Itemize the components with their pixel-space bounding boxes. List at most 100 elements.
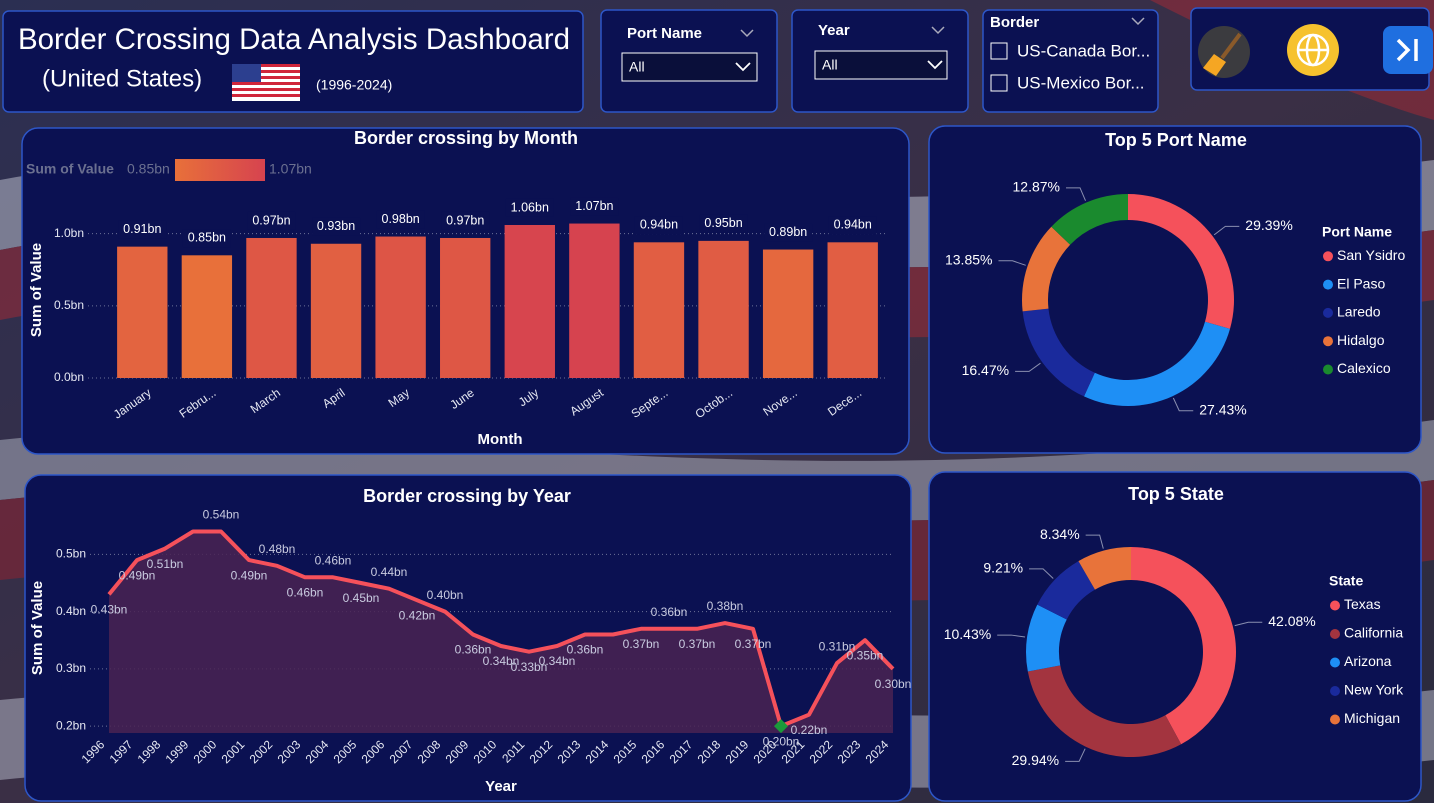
value-label: 0.48bn <box>259 542 296 556</box>
legend-label: San Ysidro <box>1337 247 1405 263</box>
donut-segment <box>1026 604 1067 672</box>
checkbox[interactable] <box>990 42 1008 60</box>
leader-line <box>1172 397 1194 412</box>
legend-swatch <box>1330 714 1340 725</box>
chevron <box>1131 17 1145 26</box>
y-tick-label: 0.0bn <box>54 370 84 384</box>
bar <box>762 249 814 378</box>
year-slicer[interactable]: Year All <box>791 9 969 113</box>
bar <box>181 255 233 378</box>
value-label: 0.95bn <box>704 216 742 230</box>
y-tick-label: 0.3bn <box>56 661 86 675</box>
area <box>109 531 893 733</box>
navigate-button[interactable] <box>1383 26 1433 74</box>
legend-label: Hidalgo <box>1337 332 1385 348</box>
value-label-box <box>570 197 619 216</box>
donut-segment <box>1083 321 1230 406</box>
chart-title: Border crossing by Month <box>354 128 578 148</box>
value-label: 0.36bn <box>455 643 492 657</box>
value-label: 0.36bn <box>651 605 688 619</box>
value-label: 0.37bn <box>735 637 772 651</box>
dropdown[interactable] <box>814 50 948 80</box>
donut-segment <box>1037 561 1095 620</box>
value-label: 0.46bn <box>287 585 324 599</box>
value-label-box <box>441 211 490 230</box>
donut-segment <box>1022 308 1095 397</box>
value-label: 0.94bn <box>834 218 872 232</box>
value-label: 1.07bn <box>575 199 613 213</box>
value-label: 0.44bn <box>371 565 408 579</box>
leader-line <box>998 260 1026 266</box>
data-label: 29.39% <box>1245 217 1292 233</box>
chart-title: Top 5 State <box>1128 484 1224 504</box>
value-label-box <box>118 220 167 239</box>
legend-swatch <box>1323 279 1333 290</box>
value-label: 0.97bn <box>252 213 290 227</box>
donut-segment <box>1027 665 1182 758</box>
x-axis-title: Month <box>478 431 523 448</box>
value-label: 0.51bn <box>147 557 184 571</box>
value-label: 0.30bn <box>875 677 912 691</box>
legend-swatch <box>1323 251 1333 262</box>
value-label: 1.06bn <box>511 200 549 214</box>
value-label-box <box>764 223 813 242</box>
legend-gradient <box>175 159 265 181</box>
legend-max: 1.07bn <box>269 161 312 177</box>
leader-line <box>1213 225 1240 236</box>
value-label: 0.37bn <box>623 637 660 651</box>
value-label-box <box>634 216 683 235</box>
chevron <box>735 62 751 72</box>
data-label: 12.87% <box>1013 179 1060 195</box>
slicer-title: Port Name <box>627 25 702 42</box>
period-label: (1996-2024) <box>316 77 392 93</box>
bar <box>827 242 878 378</box>
value-label-box <box>312 217 361 236</box>
value-label: 0.35bn <box>847 648 884 662</box>
legend-label: California <box>1344 625 1403 641</box>
legend-label: Arizona <box>1344 653 1392 669</box>
chevron <box>740 29 754 38</box>
chart-title: Top 5 Port Name <box>1105 130 1247 150</box>
value-label: 0.45bn <box>343 591 380 605</box>
min-marker <box>774 719 788 734</box>
legend-title: Sum of Value <box>26 161 114 177</box>
data-label: 29.94% <box>1012 752 1059 768</box>
bar <box>375 236 426 378</box>
value-label: 0.33bn <box>511 660 548 674</box>
data-label: 42.08% <box>1268 613 1315 629</box>
donut-segment <box>1022 226 1071 312</box>
value-label: 0.98bn <box>382 212 420 226</box>
donut-segment <box>1078 547 1131 590</box>
clear-filters-button[interactable] <box>1198 26 1250 78</box>
dropdown[interactable] <box>621 52 758 82</box>
leader-line <box>1066 187 1086 201</box>
leader-line <box>1234 621 1263 627</box>
donut-segment <box>1131 547 1237 745</box>
header-panel <box>2 10 584 113</box>
legend-title: Port Name <box>1322 224 1392 240</box>
checkbox[interactable] <box>990 74 1008 92</box>
web-button[interactable] <box>1287 24 1339 76</box>
donut-segment <box>1128 194 1234 329</box>
data-label: 9.21% <box>983 560 1023 576</box>
y-tick-label: 0.2bn <box>56 718 86 732</box>
border-slicer[interactable]: Border US-Canada Bor... US-Mexico Bor... <box>982 9 1159 113</box>
option-label[interactable]: US-Canada Bor... <box>1017 41 1150 60</box>
option-label[interactable]: US-Mexico Bor... <box>1017 73 1145 92</box>
leader-line <box>1085 534 1104 549</box>
value-label-box <box>828 216 877 235</box>
value-label-box <box>376 210 425 229</box>
y-axis-title: Sum of Value <box>28 243 45 337</box>
value-label: 0.34bn <box>539 654 576 668</box>
value-label: 0.22bn <box>791 723 828 737</box>
value-label: 0.34bn <box>483 654 520 668</box>
value-label: 0.37bn <box>679 637 716 651</box>
port-name-slicer[interactable]: Port Name All <box>600 9 778 113</box>
value-label: 0.94bn <box>640 218 678 232</box>
bar <box>440 237 491 378</box>
value-label: 0.36bn <box>567 643 604 657</box>
data-label: 16.47% <box>962 362 1009 378</box>
value-label: 0.85bn <box>188 231 226 245</box>
